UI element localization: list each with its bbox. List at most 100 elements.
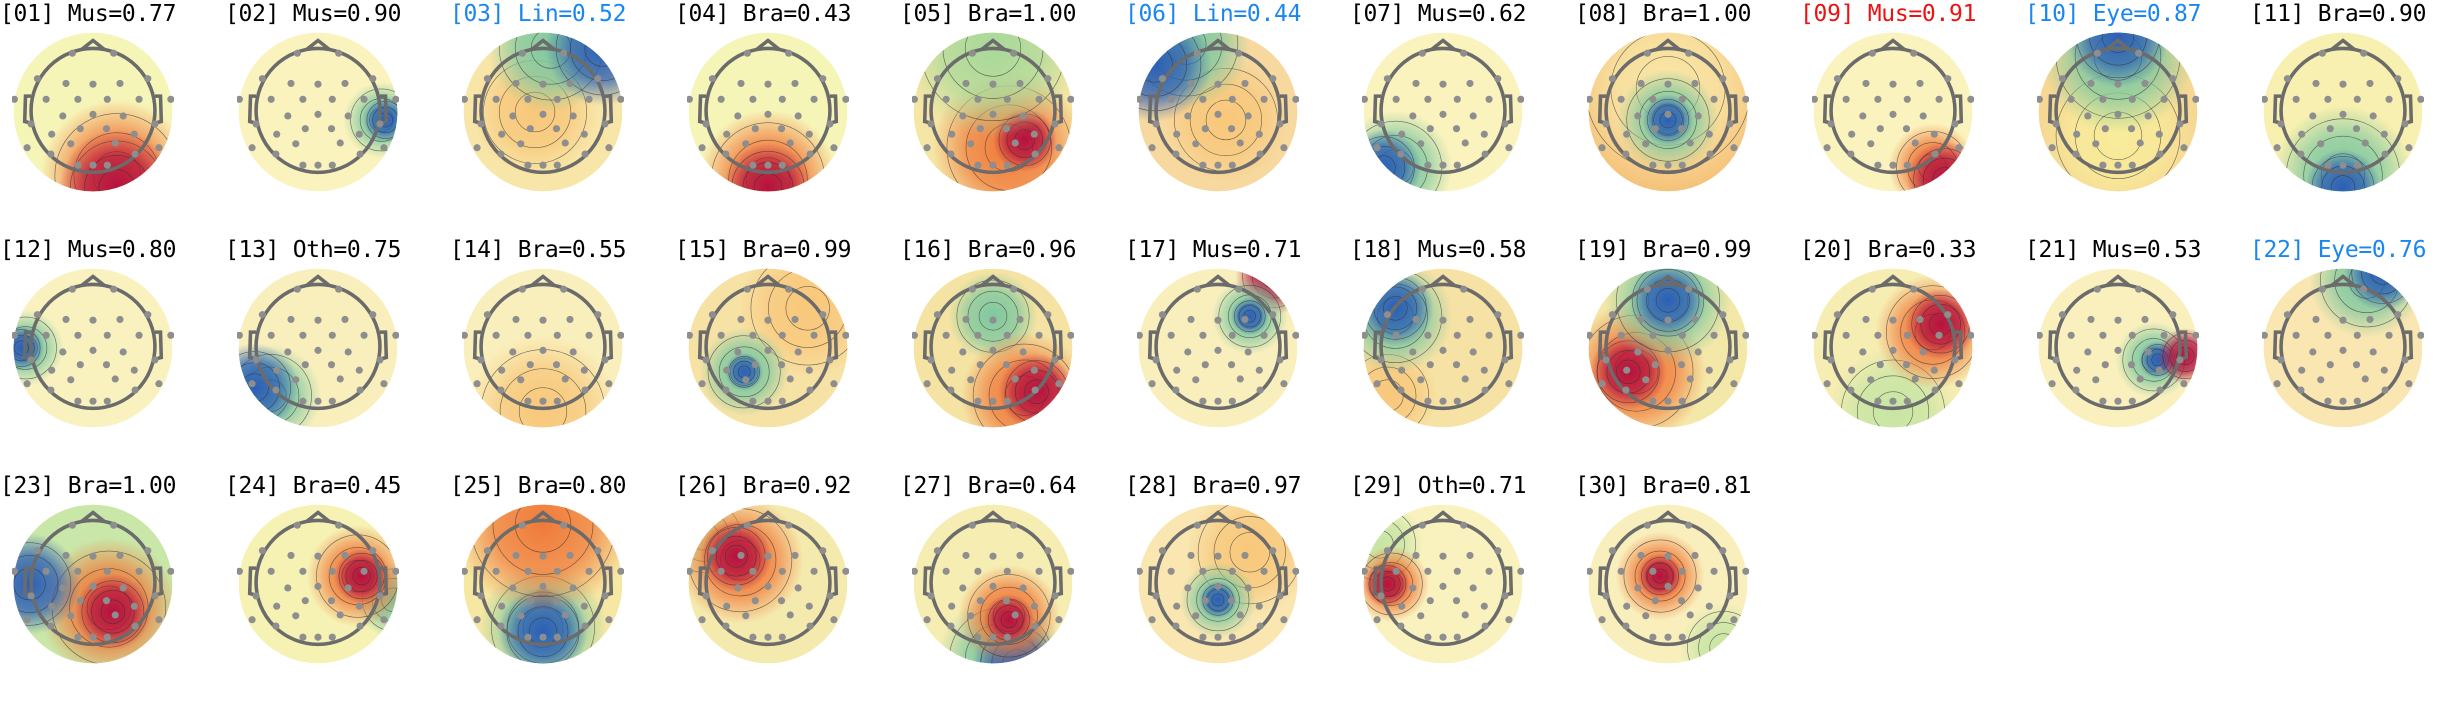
contour-line (1653, 105, 1683, 135)
electrode-dot (248, 616, 256, 624)
electrode-dot (1424, 331, 1432, 339)
electrode-dot (1706, 622, 1714, 630)
electrode-dot (1664, 316, 1672, 324)
electrode-dot (1889, 316, 1897, 324)
electrode-dot (1461, 139, 1469, 147)
electrode-dot (1439, 397, 1447, 405)
electrode-dot (483, 75, 491, 83)
electrode-dot (1035, 95, 1043, 103)
electrode-dot (1010, 49, 1018, 57)
electrode-dot (1930, 366, 1938, 374)
electrode-dot (68, 49, 76, 57)
electrode-dot (1664, 161, 1672, 169)
nose-outline (1430, 38, 1456, 51)
electrode-dot (819, 311, 827, 319)
electrode-dot (1214, 582, 1222, 590)
electrode-dot (2366, 315, 2374, 323)
electrode-dot (1859, 348, 1867, 356)
ica-component: [24] Bra=0.45 (225, 472, 450, 708)
electrode-dot (580, 602, 588, 610)
electrode-dot (1392, 331, 1400, 339)
electrode-dot (785, 285, 793, 293)
electrode-dot (1847, 386, 1855, 394)
electrode-dot (2073, 366, 2081, 374)
electrode-dot (116, 315, 124, 323)
head-outline (2279, 282, 2407, 411)
electrode-dot (314, 316, 322, 324)
electrode-dot (1044, 311, 1052, 319)
electrode-dot (566, 315, 574, 323)
electrode-dot (1292, 331, 1299, 339)
electrode-dot (1158, 311, 1166, 319)
electrode-dot (258, 547, 266, 555)
electrode-dot (369, 75, 377, 83)
ica-component: [29] Oth=0.71 (1350, 472, 1575, 708)
electrode-dot (518, 49, 526, 57)
electrode-dot (830, 380, 838, 388)
electrode-dot (560, 521, 568, 529)
electrode-dot (967, 612, 975, 620)
contour-line (715, 535, 757, 577)
contour-line (13, 542, 72, 626)
component-label: [02] Mus=0.90 (225, 1, 402, 27)
topomap (2262, 268, 2424, 428)
electrode-dot (2160, 331, 2168, 339)
electrode-dot (1236, 375, 1244, 383)
topomap (12, 32, 174, 192)
electrode-dot (1930, 130, 1938, 138)
electrode-dot (751, 125, 759, 133)
ica-component: [03] Lin=0.52 (450, 0, 675, 236)
component-label: [22] Eye=0.76 (2250, 237, 2427, 263)
electrode-dot (1862, 315, 1870, 323)
electrode-dot (273, 602, 281, 610)
head-outline (1379, 518, 1507, 647)
electrode-dot (2353, 331, 2361, 339)
electrode-dot (601, 120, 609, 128)
activation-blob (59, 130, 173, 192)
electrode-dot (1201, 597, 1209, 605)
electrode-dot (1602, 356, 1610, 364)
electrode-dot (2156, 386, 2164, 394)
electrode-dot (1517, 331, 1524, 339)
electrode-dot (42, 95, 50, 103)
electrode-dot (498, 130, 506, 138)
electrode-dot (687, 567, 693, 575)
electrode-dot (2353, 95, 2361, 103)
electrode-dot (1848, 130, 1856, 138)
electrode-dot (1634, 348, 1642, 356)
electrode-dot (2309, 348, 2317, 356)
electrode-dot (786, 375, 794, 383)
electrode-dot (341, 315, 349, 323)
electrode-dot (392, 567, 399, 575)
ica-component: [19] Bra=0.99 (1575, 236, 1800, 472)
head-outline (929, 282, 1057, 411)
electrode-dot (1412, 79, 1420, 87)
electrode-dot (581, 150, 589, 158)
topomap (2037, 268, 2199, 428)
electrode-dot (1719, 547, 1727, 555)
electrode-dot (751, 361, 759, 369)
activation-blob (1629, 268, 1707, 339)
electrode-dot (2135, 285, 2143, 293)
electrode-dot (1931, 150, 1939, 158)
electrode-dot (167, 331, 174, 339)
electrode-dot (1812, 331, 1818, 339)
electrode-dot (1726, 356, 1734, 364)
nose-outline (1655, 274, 1681, 287)
electrode-dot (314, 110, 322, 118)
electrode-dot (764, 161, 772, 169)
electrode-dot (1642, 140, 1650, 148)
electrode-dot (360, 331, 368, 339)
electrode-dot (151, 592, 159, 600)
electrode-dot (1678, 331, 1686, 339)
electrode-dot (1003, 331, 1011, 339)
electrode-dot (2141, 315, 2149, 323)
contour-line (1636, 269, 1700, 332)
electrode-dot (1044, 75, 1052, 83)
electrode-dot (293, 285, 301, 293)
electrode-dot (1494, 547, 1502, 555)
electrode-dot (1944, 311, 1952, 319)
electrode-dot (2339, 397, 2347, 405)
electrode-dot (805, 366, 813, 374)
electrode-dot (1002, 361, 1011, 369)
